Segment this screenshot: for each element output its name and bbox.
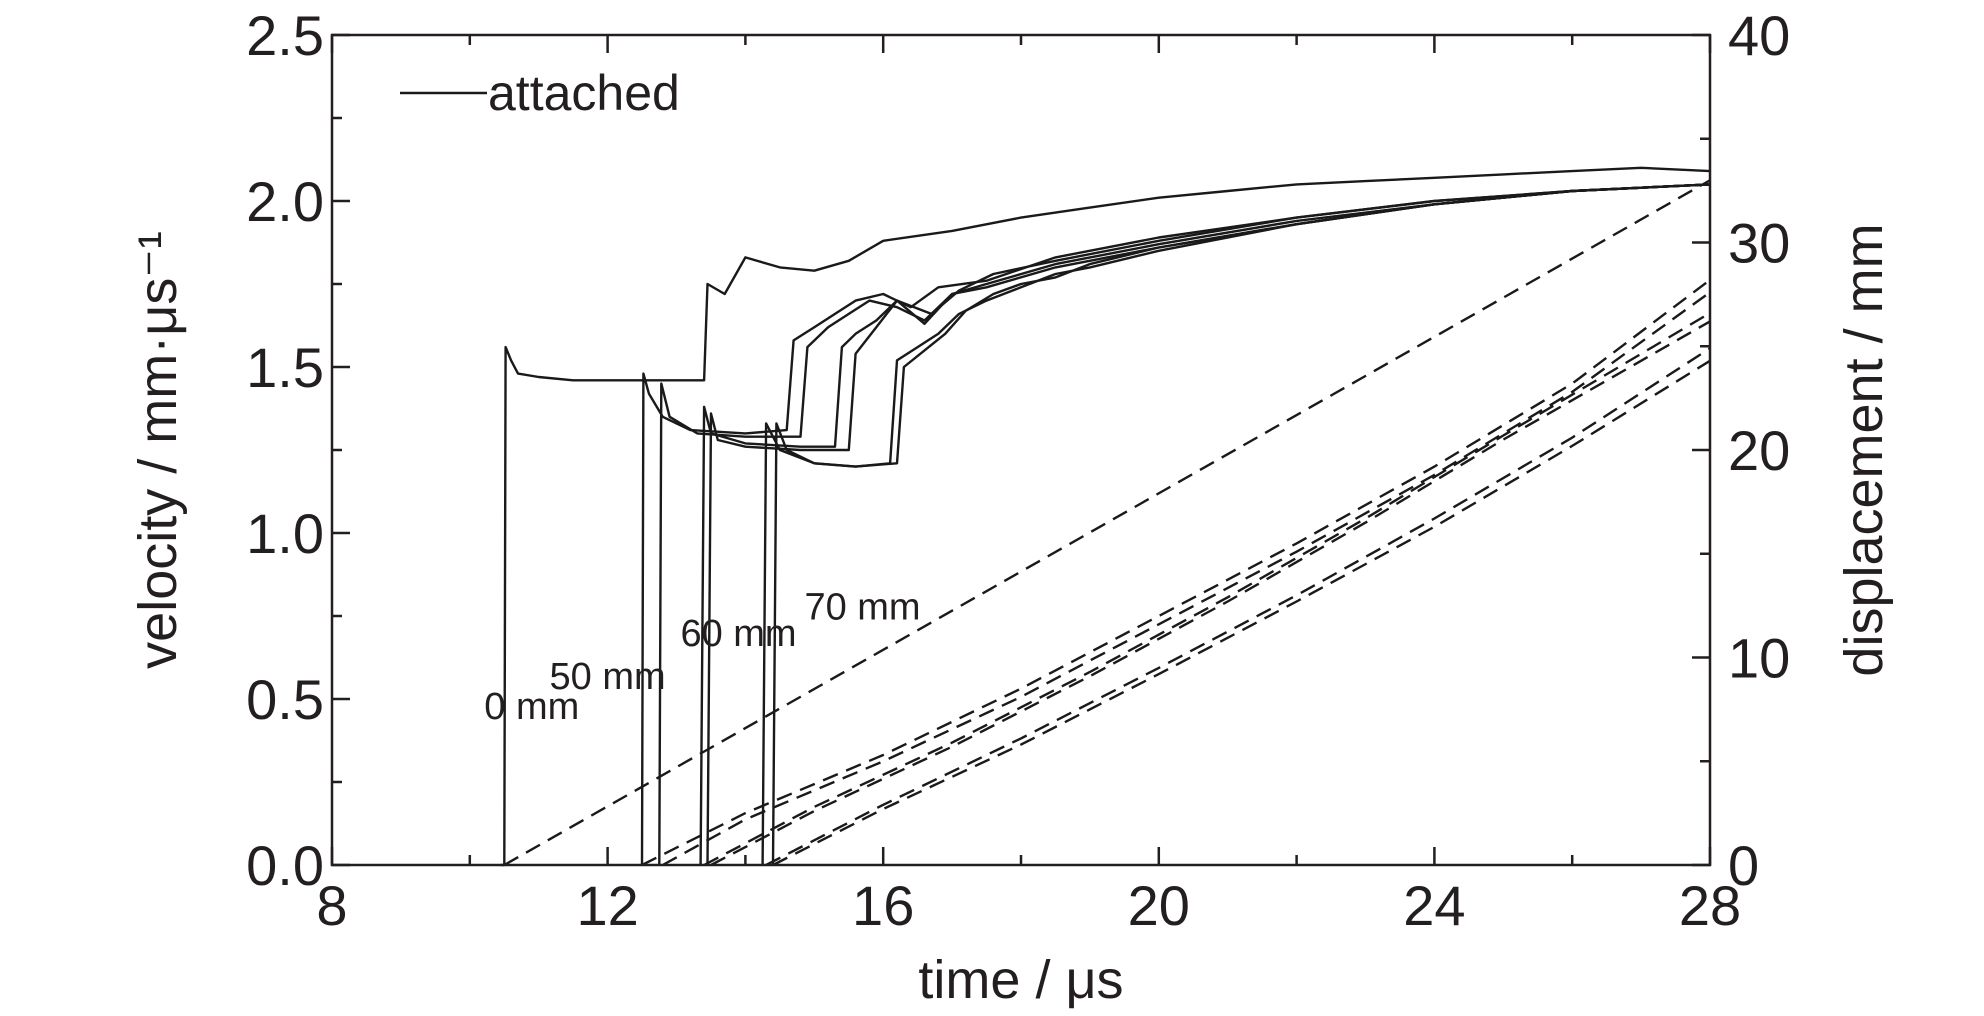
annotation-label-2: 60 mm — [680, 613, 796, 655]
y-tick-label-right: 40 — [1728, 4, 1790, 67]
y-tick-label-left: 1.5 — [246, 336, 324, 399]
y-tick-label-left: 0.0 — [246, 834, 324, 897]
displacement-series-11 — [710, 320, 1711, 867]
x-tick-label: 12 — [576, 874, 638, 937]
velocity-series-6 — [771, 183, 1711, 866]
displacement-series-12 — [765, 347, 1711, 867]
displacement-series-8 — [641, 278, 1711, 867]
x-tick-label: 28 — [1679, 874, 1741, 937]
velocity-series-3 — [699, 183, 1711, 866]
series-layer — [500, 166, 1711, 867]
y-axis-right-title: displacement / mm — [1834, 223, 1894, 676]
annotation-label-1: 50 mm — [550, 656, 666, 698]
displacement-series-9 — [662, 291, 1711, 867]
legend-label: attached — [488, 65, 680, 121]
legend: attached — [400, 65, 680, 121]
y-tick-label-right: 0 — [1728, 834, 1759, 897]
y-tick-label-left: 0.5 — [246, 668, 324, 731]
velocity-series-5 — [761, 183, 1711, 866]
velocity-series-1 — [640, 183, 1711, 866]
y-tick-label-right: 10 — [1728, 627, 1790, 690]
annotation-label-0: 0 mm — [484, 686, 579, 728]
x-axis-title: time / μs — [918, 950, 1123, 1010]
displacement-series-7 — [503, 179, 1711, 867]
x-tick-label: 20 — [1128, 874, 1190, 937]
y-tick-label-right: 30 — [1728, 212, 1790, 275]
velocity-series-4 — [706, 183, 1711, 866]
x-tick-label: 24 — [1403, 874, 1465, 937]
y-tick-label-left: 1.0 — [246, 502, 324, 565]
y-tick-label-left: 2.5 — [246, 4, 324, 67]
plot-frame — [330, 33, 1712, 867]
velocity-series-0 — [500, 166, 1711, 867]
y-axis-left-title: velocity / mm·μs⁻¹ — [128, 231, 188, 669]
velocity-series-2 — [658, 183, 1711, 866]
x-tick-label: 16 — [852, 874, 914, 937]
ticks-layer — [330, 33, 1712, 867]
tick-labels-layer: 8 12 16 20 24 28 0.0 0.5 1.0 1.5 2.0 2.5 0 10 20 30 40 — [246, 4, 1790, 937]
displacement-series-10 — [703, 311, 1711, 867]
annotation-label-3: 70 mm — [804, 586, 920, 628]
x-tick-label: 8 — [316, 874, 347, 937]
y-tick-label-right: 20 — [1728, 419, 1790, 482]
displacement-series-13 — [772, 359, 1711, 867]
y-tick-label-left: 2.0 — [246, 170, 324, 233]
